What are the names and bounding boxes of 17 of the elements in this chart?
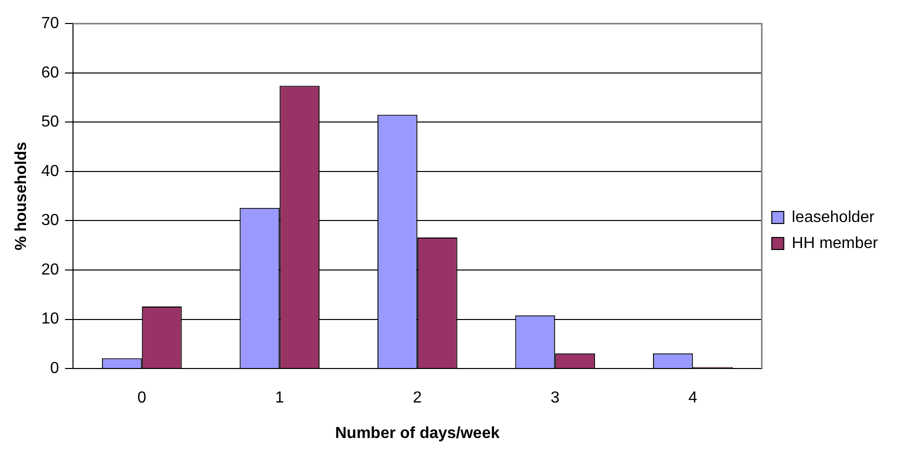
x-tick-label: 4 — [688, 390, 698, 407]
y-axis-title: % households — [13, 142, 30, 250]
legend-label: leaseholder — [792, 208, 876, 226]
legend-label: HH member — [792, 234, 879, 252]
x-tick-label: 3 — [550, 390, 560, 407]
x-tick-label: 2 — [412, 390, 422, 407]
y-tick-label: 0 — [50, 360, 60, 378]
x-axis-title: Number of days/week — [335, 424, 500, 442]
x-tick-label: 1 — [275, 390, 284, 407]
x-tick-label: 0 — [137, 390, 146, 407]
y-tick-label: 60 — [41, 64, 60, 82]
y-tick-label: 70 — [41, 15, 60, 32]
y-tick-label: 20 — [41, 261, 60, 278]
y-tick-label: 50 — [41, 114, 60, 131]
y-tick-label: 40 — [41, 162, 60, 180]
y-tick-label: 30 — [41, 212, 60, 230]
y-tick-label: 10 — [41, 310, 60, 328]
